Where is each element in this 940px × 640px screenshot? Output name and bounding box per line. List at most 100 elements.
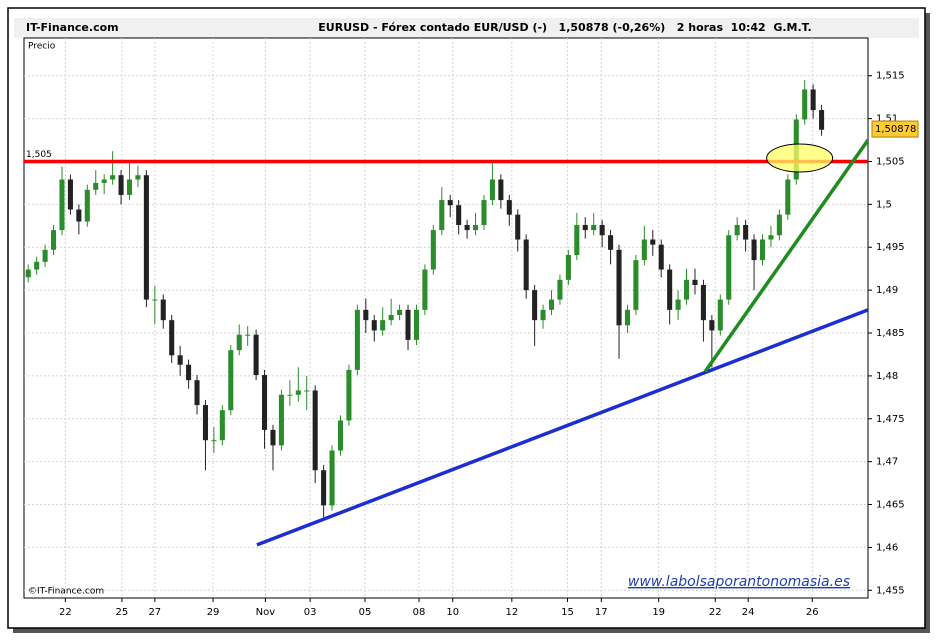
candle-body — [684, 279, 690, 300]
x-tick-label: 03 — [304, 607, 317, 618]
candle-body — [388, 314, 394, 321]
candle-body — [371, 320, 377, 331]
highlight-ellipse — [766, 143, 834, 173]
candle-body — [565, 254, 571, 280]
chart-title: EURUSD - Fórex contado EUR/USD (-) 1,508… — [318, 21, 811, 34]
candle-body — [245, 334, 251, 336]
candle-body — [641, 239, 647, 261]
candle-body — [650, 239, 656, 245]
x-tick-label: 25 — [116, 607, 129, 618]
candle-body — [802, 89, 808, 120]
candle-body — [110, 175, 116, 180]
x-tick-label: 22 — [709, 607, 722, 618]
candle-body — [743, 224, 749, 240]
trend-line — [256, 308, 868, 547]
candle-body — [726, 235, 732, 300]
y-tick-label: 1,515 — [876, 71, 905, 82]
y-tick-label: 1,48 — [876, 371, 898, 382]
grid — [24, 38, 868, 598]
candle-body — [287, 394, 293, 396]
candle-body — [84, 189, 90, 222]
x-tick-label: 15 — [561, 607, 574, 618]
x-tick-label: 24 — [742, 607, 755, 618]
candle-body — [734, 224, 740, 236]
trend-line — [703, 139, 868, 373]
candle-body — [76, 209, 82, 222]
candle-body — [759, 239, 766, 261]
last-price-label: 1,50878 — [875, 124, 916, 135]
candle-body — [515, 214, 521, 240]
candle-body — [135, 175, 141, 180]
candle-body — [574, 224, 580, 255]
copyright: ©IT-Finance.com — [28, 587, 104, 597]
candle-body — [67, 179, 73, 210]
candle-body — [354, 309, 360, 370]
candle-body — [599, 224, 605, 236]
candle-body — [295, 390, 301, 395]
candle-body — [228, 350, 234, 411]
candle-body — [321, 470, 327, 506]
candle-body — [768, 235, 774, 240]
candle-body — [278, 394, 284, 446]
candle-body — [439, 200, 445, 231]
candle-body — [169, 320, 175, 356]
x-tick-label: 12 — [505, 607, 518, 618]
candle-body — [506, 200, 512, 215]
candle-body — [624, 309, 630, 326]
candle-body — [456, 205, 462, 225]
y-tick-label: 1,51 — [876, 114, 898, 125]
candle-body — [253, 334, 259, 376]
candle-body — [582, 224, 588, 231]
candle-body — [270, 429, 276, 446]
candle-body — [464, 224, 470, 231]
y-tick-label: 1,455 — [876, 585, 905, 596]
candle-body — [616, 249, 622, 326]
candle-body — [177, 355, 183, 365]
candle-body — [337, 420, 344, 451]
y-tick-label: 1,475 — [876, 414, 905, 425]
line-label: 1,505 — [26, 150, 52, 160]
x-tick-label: 26 — [806, 607, 819, 618]
candle-body — [591, 224, 597, 231]
candle-body — [532, 290, 538, 321]
x-tick-label: Nov — [256, 607, 276, 618]
x-tick-label: 22 — [59, 607, 72, 618]
y-tick-label: 1,5 — [876, 199, 892, 210]
candle-body — [557, 279, 563, 300]
candle-body — [709, 320, 715, 331]
candle-body — [34, 261, 40, 270]
candle-body — [658, 244, 664, 270]
candle-body — [25, 269, 31, 278]
y-tick-label: 1,465 — [876, 500, 905, 511]
candle-body — [751, 239, 757, 261]
y-tick-label: 1,46 — [876, 542, 898, 553]
candle-body — [692, 279, 698, 285]
candle-body — [346, 369, 352, 421]
candle-body — [473, 224, 479, 231]
candle-body — [489, 179, 495, 201]
candle-body — [202, 405, 208, 441]
watermark-link[interactable]: www.labolsaporantonomasia.es — [628, 574, 850, 590]
candle-body — [219, 410, 225, 441]
candle-body — [101, 179, 107, 183]
y-tick-label: 1,485 — [876, 328, 905, 339]
annotations — [24, 139, 868, 547]
x-tick-label: 19 — [652, 607, 665, 618]
candle-body — [523, 239, 529, 291]
x-tick-label: 05 — [359, 607, 372, 618]
candles — [25, 80, 825, 518]
candle-body — [93, 182, 99, 190]
x-tick-label: 29 — [207, 607, 220, 618]
x-tick-label: 10 — [446, 607, 459, 618]
candle-body — [785, 179, 791, 215]
candle-body — [59, 179, 65, 231]
candle-body — [422, 269, 428, 310]
header-bar — [14, 18, 919, 38]
candle-body — [608, 235, 614, 250]
candle-body — [633, 260, 639, 310]
candle-body — [413, 309, 419, 340]
y-tick-label: 1,49 — [876, 285, 898, 296]
axes: 1,455 1,46 1,465 1,47 1,475 1,48 1,485 1,49 1,49… — [26, 71, 919, 618]
